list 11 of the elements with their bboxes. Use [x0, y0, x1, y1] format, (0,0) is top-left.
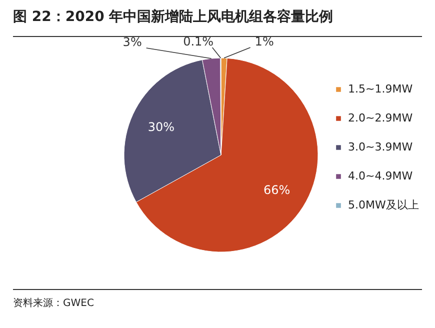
legend-label: 3.0~3.9MW: [348, 140, 413, 154]
data-label: 66%: [263, 183, 290, 198]
data-label: 3%: [122, 35, 142, 50]
data-label: 1%: [254, 34, 274, 49]
legend-label: 5.0MW及以上: [348, 198, 419, 212]
data-label: 30%: [148, 120, 175, 134]
legend-label: 2.0~2.9MW: [348, 112, 413, 124]
legend-label: 1.5~1.9MW: [348, 82, 413, 96]
legend-label: 4.0~4.9MW: [348, 170, 413, 182]
chart-title: 图 22：2020 年中国新增陆上风电机组各容量比例: [13, 9, 334, 25]
text: 资料来源：GWEC: [13, 289, 422, 310]
